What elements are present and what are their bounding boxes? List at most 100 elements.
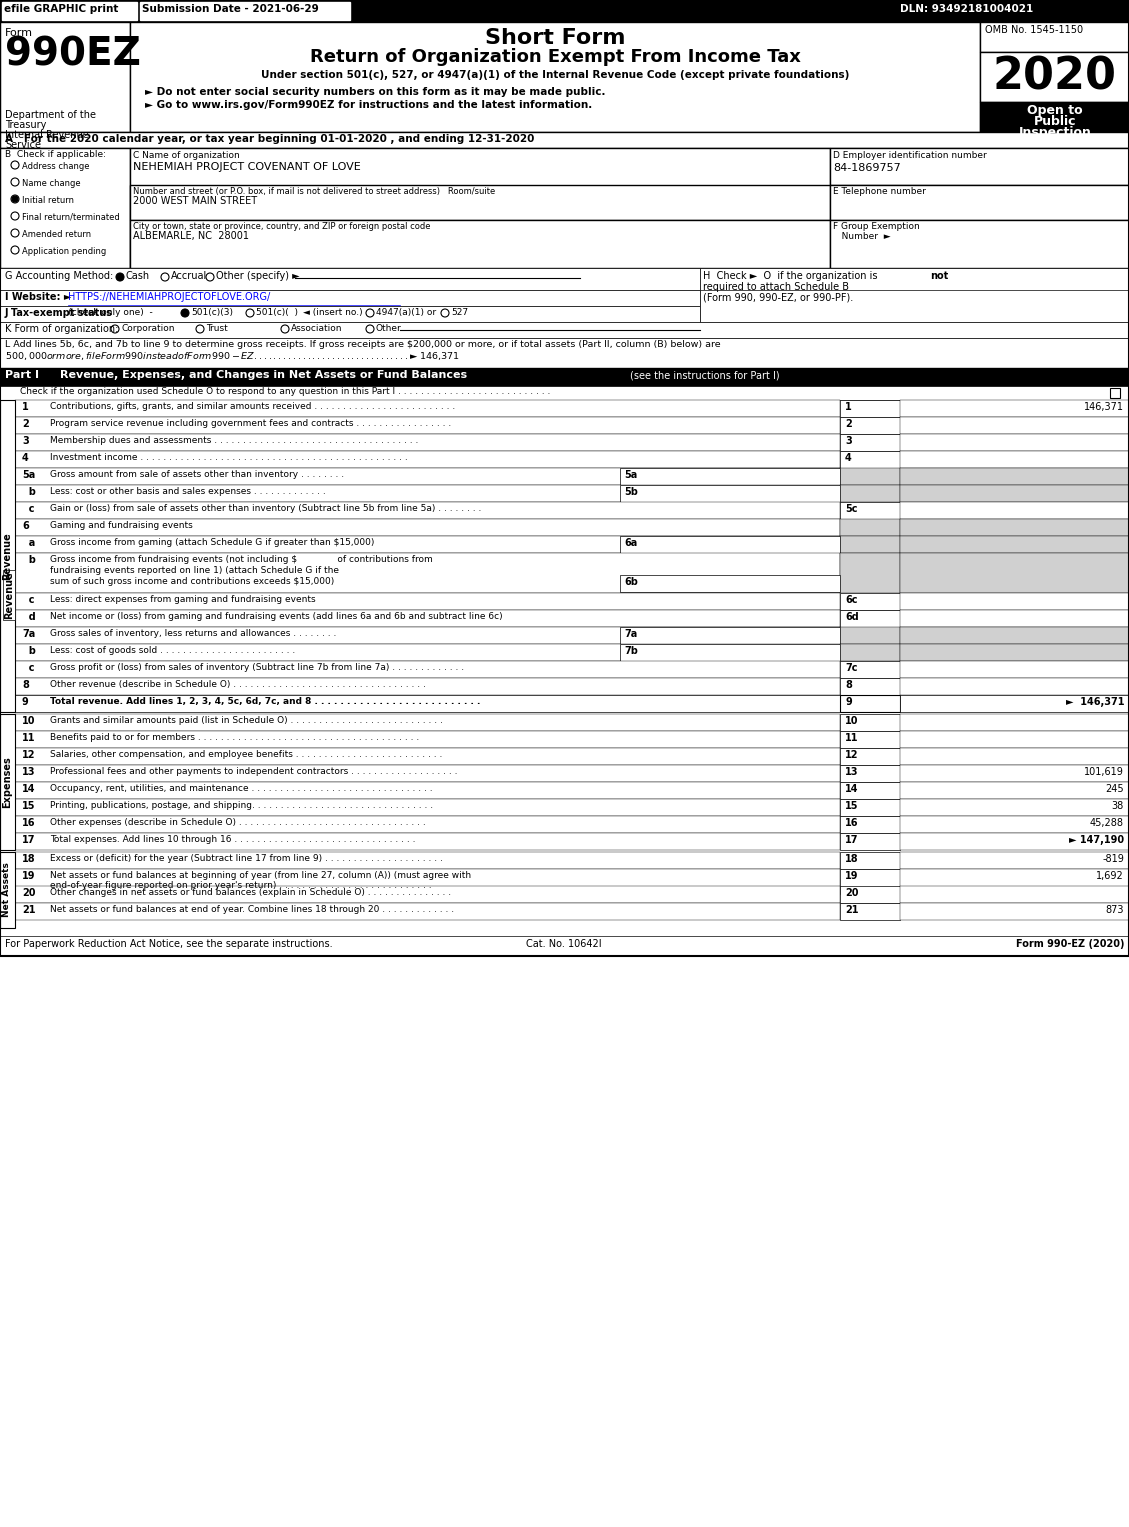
Bar <box>0 400 15 712</box>
Text: Membership dues and assessments . . . . . . . . . . . . . . . . . . . . . . . . : Membership dues and assessments . . . . … <box>50 437 419 444</box>
Text: Excess or (deficit) for the year (Subtract line 17 from line 9) . . . . . . . . : Excess or (deficit) for the year (Subtra… <box>50 854 443 863</box>
Text: Other expenses (describe in Schedule O) . . . . . . . . . . . . . . . . . . . . : Other expenses (describe in Schedule O) … <box>50 818 426 828</box>
Text: (Form 990, 990-EZ, or 990-PF).: (Form 990, 990-EZ, or 990-PF). <box>703 293 854 302</box>
Bar <box>840 609 900 628</box>
Text: B  Check if applicable:: B Check if applicable: <box>5 150 106 159</box>
Bar <box>15 902 840 919</box>
Text: 6: 6 <box>21 521 28 531</box>
Text: Total expenses. Add lines 10 through 16 . . . . . . . . . . . . . . . . . . . . : Total expenses. Add lines 10 through 16 … <box>50 835 415 844</box>
Text: Service: Service <box>5 140 41 150</box>
Text: ALBEMARLE, NC  28001: ALBEMARLE, NC 28001 <box>133 231 250 241</box>
Bar <box>900 886 1129 902</box>
Text: 15: 15 <box>21 802 35 811</box>
Bar <box>15 869 840 893</box>
Bar <box>900 834 1129 851</box>
Bar <box>900 628 1129 644</box>
Text: Revenue: Revenue <box>5 571 14 618</box>
Text: b: b <box>21 646 36 657</box>
Bar <box>15 765 840 782</box>
Text: Gain or (loss) from sale of assets other than inventory (Subtract line 5b from l: Gain or (loss) from sale of assets other… <box>50 504 481 513</box>
Bar <box>15 815 840 834</box>
Text: J Tax-exempt status: J Tax-exempt status <box>5 308 113 318</box>
Text: Gross amount from sale of assets other than inventory . . . . . . . .: Gross amount from sale of assets other t… <box>50 470 344 479</box>
Text: 9: 9 <box>21 696 28 707</box>
Text: 5c: 5c <box>844 504 858 515</box>
Text: (see the instructions for Part I): (see the instructions for Part I) <box>630 370 780 380</box>
Bar <box>840 765 900 782</box>
Bar <box>15 678 840 695</box>
Bar <box>830 185 1129 220</box>
Bar <box>130 220 830 269</box>
Text: 873: 873 <box>1105 906 1124 915</box>
Text: 4947(a)(1) or: 4947(a)(1) or <box>376 308 436 318</box>
Text: C Name of organization: C Name of organization <box>133 151 239 160</box>
Circle shape <box>181 308 189 318</box>
Text: 6c: 6c <box>844 596 858 605</box>
Bar <box>900 553 1129 592</box>
Text: A   For the 2020 calendar year, or tax year beginning 01-01-2020 , and ending 12: A For the 2020 calendar year, or tax yea… <box>5 134 534 144</box>
Text: 14: 14 <box>844 783 858 794</box>
Bar <box>980 21 1129 52</box>
Bar <box>130 185 830 220</box>
Bar <box>840 450 900 467</box>
Bar <box>840 869 900 893</box>
Bar <box>900 715 1129 731</box>
Text: Submission Date - 2021-06-29: Submission Date - 2021-06-29 <box>142 5 318 14</box>
Text: ► Do not enter social security numbers on this form as it may be made public.: ► Do not enter social security numbers o… <box>145 87 605 98</box>
Text: 11: 11 <box>21 733 35 744</box>
Text: Association: Association <box>291 324 342 333</box>
Bar <box>15 886 840 902</box>
Text: Less: cost or other basis and sales expenses . . . . . . . . . . . . .: Less: cost or other basis and sales expe… <box>50 487 326 496</box>
Text: (check only one)  -: (check only one) - <box>5 308 152 318</box>
Bar <box>840 731 900 748</box>
Bar <box>900 502 1129 519</box>
Bar <box>620 467 840 486</box>
Text: 5a: 5a <box>624 470 637 479</box>
Text: Form 990-EZ (2020): Form 990-EZ (2020) <box>1015 939 1124 948</box>
Text: b: b <box>21 554 36 565</box>
Text: NEHEMIAH PROJECT COVENANT OF LOVE: NEHEMIAH PROJECT COVENANT OF LOVE <box>133 162 361 173</box>
Bar <box>700 290 1129 322</box>
Text: a: a <box>21 538 35 548</box>
Text: 990EZ: 990EZ <box>5 37 141 73</box>
Bar <box>15 644 840 661</box>
Bar <box>130 21 980 131</box>
Text: Cat. No. 10642I: Cat. No. 10642I <box>526 939 602 948</box>
Bar <box>840 678 900 695</box>
Text: Contributions, gifts, grants, and similar amounts received . . . . . . . . . . .: Contributions, gifts, grants, and simila… <box>50 402 455 411</box>
Text: 8: 8 <box>21 680 29 690</box>
Text: 8: 8 <box>844 680 852 690</box>
Text: Check if the organization used Schedule O to respond to any question in this Par: Check if the organization used Schedule … <box>20 386 550 395</box>
Text: 6b: 6b <box>624 577 638 586</box>
Bar <box>900 799 1129 815</box>
Bar <box>2 2 137 20</box>
Text: City or town, state or province, country, and ZIP or foreign postal code: City or town, state or province, country… <box>133 221 430 231</box>
Text: ► 147,190: ► 147,190 <box>1069 835 1124 844</box>
Bar <box>840 661 900 678</box>
Text: $500,000 or more, file Form 990 instead of Form 990-EZ . . . . . . . . . . . . .: $500,000 or more, file Form 990 instead … <box>5 350 461 362</box>
Bar <box>900 852 1129 869</box>
Text: Under section 501(c), 527, or 4947(a)(1) of the Internal Revenue Code (except pr: Under section 501(c), 527, or 4947(a)(1)… <box>261 70 849 79</box>
Bar <box>0 148 130 269</box>
Bar <box>15 592 840 609</box>
Bar <box>840 695 900 712</box>
Text: 4: 4 <box>844 454 851 463</box>
Bar <box>900 731 1129 748</box>
Bar <box>0 337 1129 368</box>
Bar <box>0 322 1129 337</box>
Text: 17: 17 <box>21 835 35 844</box>
Bar <box>900 902 1129 919</box>
Bar <box>900 417 1129 434</box>
Bar <box>980 52 1129 102</box>
Text: Total revenue. Add lines 1, 2, 3, 4, 5c, 6d, 7c, and 8 . . . . . . . . . . . . .: Total revenue. Add lines 1, 2, 3, 4, 5c,… <box>50 696 480 705</box>
Bar <box>1110 388 1120 399</box>
Bar <box>0 936 1129 956</box>
Bar <box>830 148 1129 185</box>
Bar <box>620 644 840 661</box>
Bar <box>0 0 1129 21</box>
Text: c: c <box>21 504 35 515</box>
Text: HTTPS://NEHEMIAHPROJECTOFLOVE.ORG/: HTTPS://NEHEMIAHPROJECTOFLOVE.ORG/ <box>68 292 270 302</box>
Text: For Paperwork Reduction Act Notice, see the separate instructions.: For Paperwork Reduction Act Notice, see … <box>5 939 333 948</box>
Text: Final return/terminated: Final return/terminated <box>21 212 120 221</box>
Text: 501(c)(3): 501(c)(3) <box>191 308 233 318</box>
